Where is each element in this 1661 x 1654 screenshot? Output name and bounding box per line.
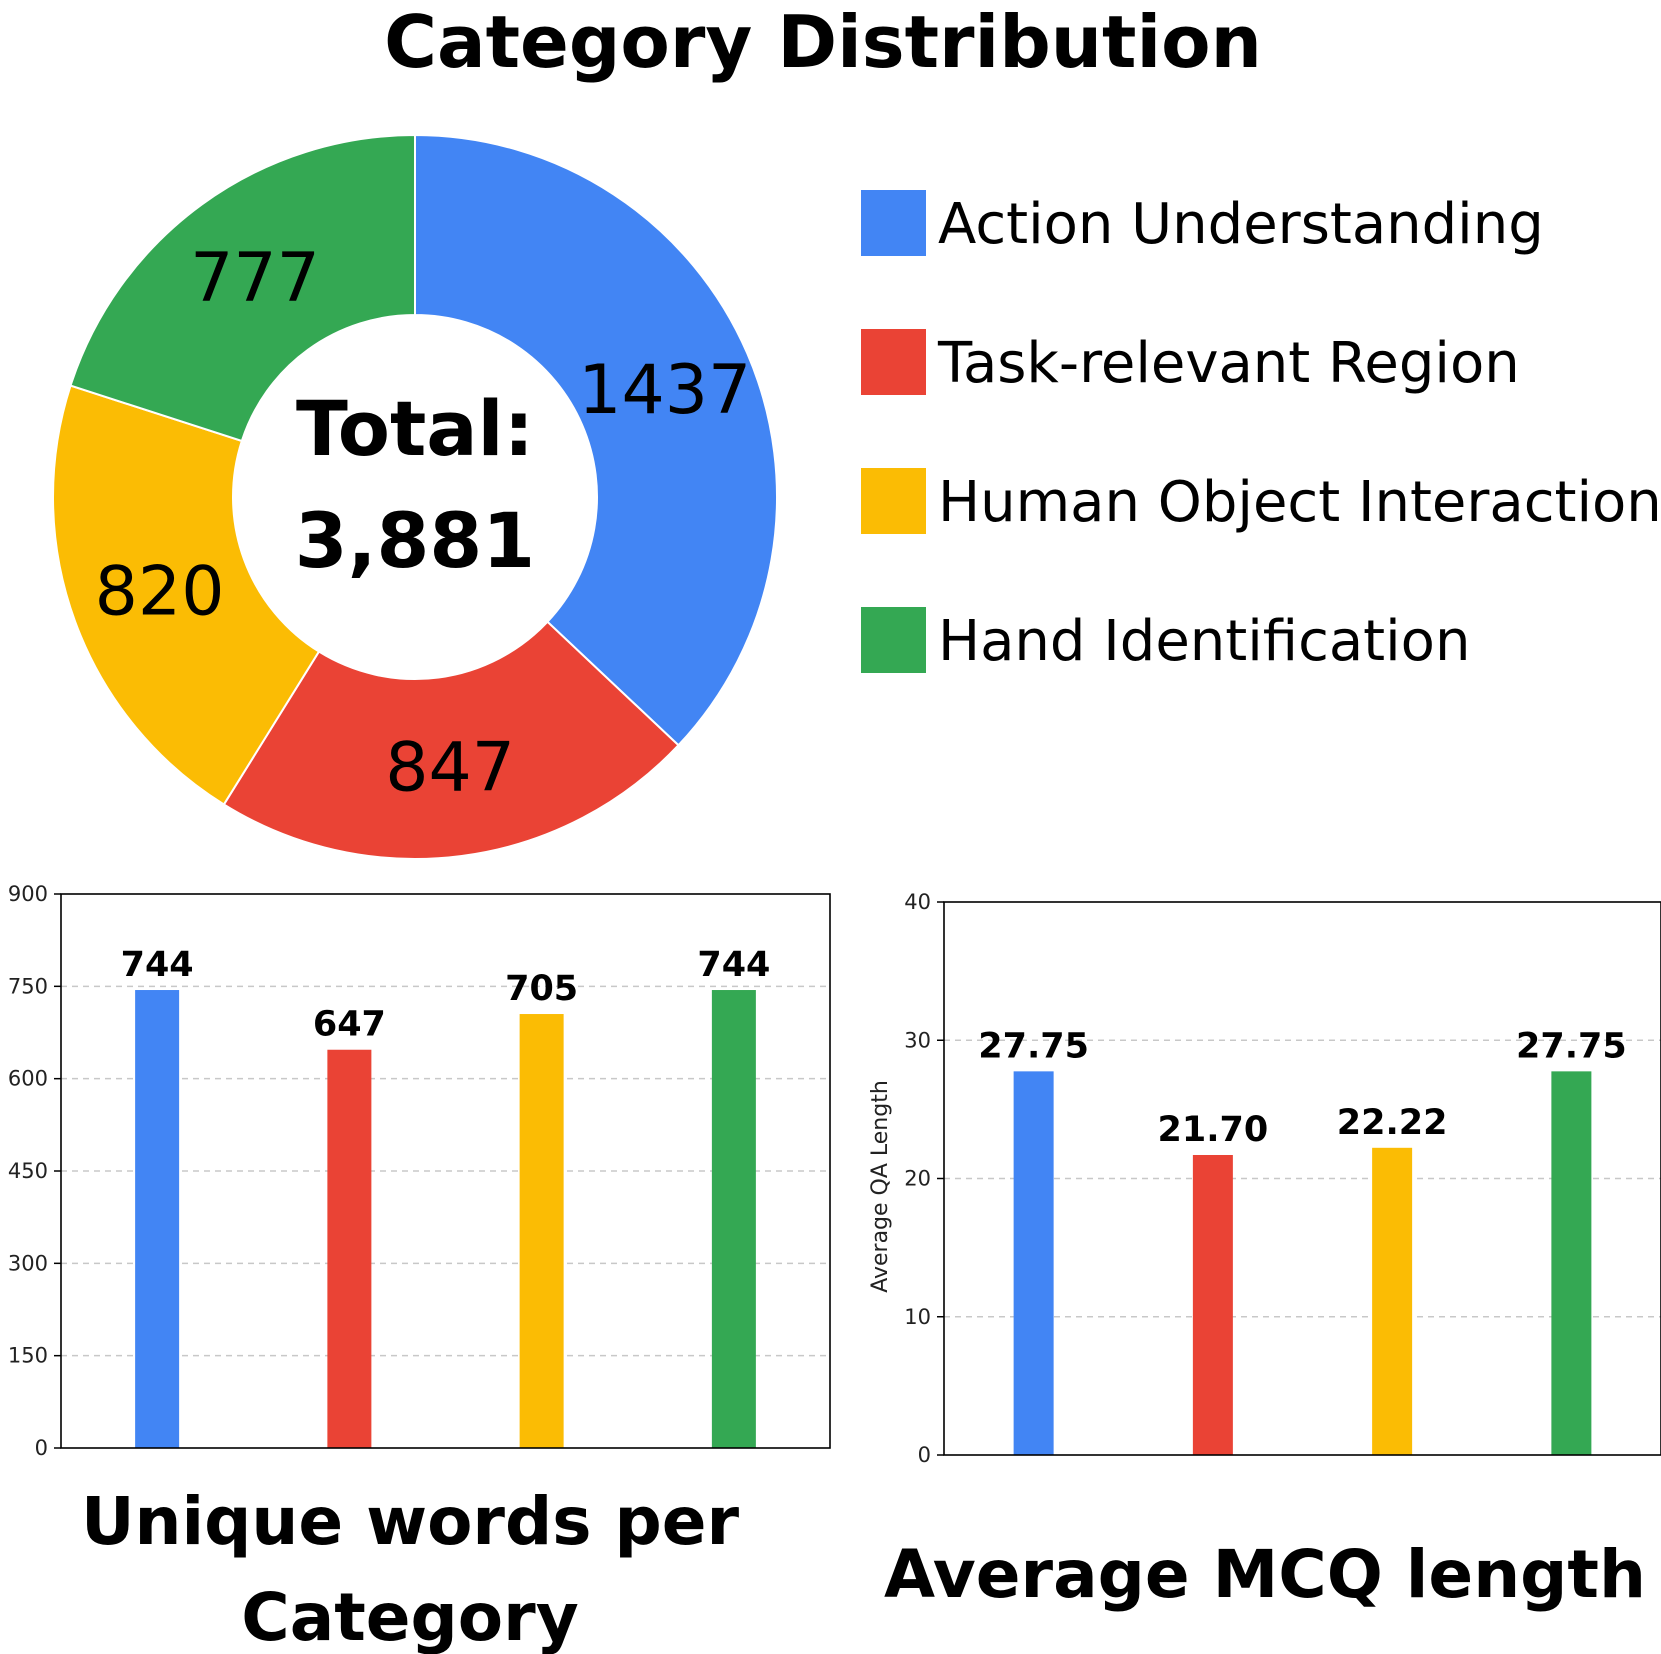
- donut-legend: Action Understanding Task-relevant Region…: [861, 190, 1661, 674]
- legend-swatch-action-understanding: [861, 190, 926, 256]
- bar-value-label-task-relevant-region: 21.70: [1158, 1110, 1269, 1150]
- bar-human-object-interaction: [519, 1014, 564, 1448]
- y-tick-label: 750: [8, 974, 48, 998]
- unique-words-chart-title-line1: Unique words per: [81, 1483, 740, 1560]
- bar-value-label-human-object-interaction: 22.22: [1337, 1103, 1448, 1143]
- plot-frame: [943, 901, 1661, 1456]
- bar-value-label-action-understanding: 27.75: [978, 1026, 1089, 1066]
- bar-task-relevant-region: [1192, 1154, 1233, 1455]
- donut-chart-title: Category Distribution: [384, 0, 1262, 84]
- legend-swatch-hand-identification: [861, 607, 926, 673]
- bar-hand-identification: [1551, 1071, 1592, 1455]
- donut-value-label-task-relevant-region: 847: [385, 729, 515, 808]
- y-tick-label: 900: [8, 882, 48, 906]
- average-mcq-length-chart-title: Average MCQ length: [884, 1536, 1646, 1613]
- legend-label-human-object-interaction: Human Object Interaction: [938, 470, 1661, 535]
- legend-label-task-relevant-region: Task-relevant Region: [937, 331, 1520, 396]
- donut-value-label-hand-identification: 777: [190, 239, 320, 318]
- donut-slices: [52, 133, 778, 860]
- bar-human-object-interaction: [1372, 1147, 1413, 1455]
- bar-action-understanding: [135, 990, 180, 1448]
- y-tick-label: 30: [904, 1028, 931, 1052]
- bar-value-label-action-understanding: 744: [121, 945, 194, 985]
- unique-words-chart-title-line2: Category: [241, 1579, 578, 1654]
- donut-slice-action-understanding: [414, 133, 778, 747]
- average-mcq-length-bar-chart: 0 10 20 30 40 27.75 21.70 22.22 27.75 Average QA …: [868, 890, 1661, 1467]
- y-tick-label: 300: [8, 1251, 48, 1275]
- donut-center-label-line1: Total:: [296, 384, 534, 473]
- y-tick-label: 20: [904, 1167, 931, 1191]
- donut-slice-human-object-interaction: [52, 384, 321, 806]
- legend-label-hand-identification: Hand Identification: [938, 609, 1470, 674]
- y-tick-label: 0: [35, 1436, 48, 1460]
- plot-frame: [60, 893, 831, 1449]
- y-tick-label: 40: [904, 890, 931, 914]
- y-tick-label: 0: [918, 1443, 931, 1467]
- y-tick-label: 10: [904, 1305, 931, 1329]
- bar-value-label-hand-identification: 744: [697, 945, 770, 985]
- donut-chart: Category Distribution 1437 847 820 777 Tota…: [52, 0, 1661, 860]
- bar-value-label-hand-identification: 27.75: [1516, 1026, 1627, 1066]
- bar-value-label-task-relevant-region: 647: [313, 1005, 386, 1045]
- donut-value-labels: 1437 847 820 777: [95, 239, 752, 808]
- unique-words-bar-chart: 0 150 300 450 600 750 900 744 647 705 744: [8, 882, 831, 1460]
- donut-value-label-action-understanding: 1437: [578, 351, 751, 430]
- donut-value-label-human-object-interaction: 820: [95, 553, 225, 632]
- y-tick-label: 600: [8, 1067, 48, 1091]
- y-tick-label: 150: [8, 1344, 48, 1368]
- donut-center-label-line2: 3,881: [295, 496, 535, 585]
- bar-task-relevant-region: [327, 1049, 372, 1448]
- legend-label-action-understanding: Action Understanding: [938, 192, 1544, 257]
- bar-action-understanding: [1013, 1071, 1054, 1455]
- bar-value-label-human-object-interaction: 705: [505, 969, 578, 1009]
- legend-swatch-task-relevant-region: [861, 329, 926, 395]
- y-tick-label: 450: [8, 1159, 48, 1183]
- y-axis-label: Average QA Length: [868, 1080, 893, 1293]
- donut-slice-task-relevant-region: [222, 620, 680, 860]
- bar-hand-identification: [711, 990, 756, 1448]
- donut-slice-hand-identification: [69, 133, 416, 443]
- legend-swatch-human-object-interaction: [861, 468, 926, 534]
